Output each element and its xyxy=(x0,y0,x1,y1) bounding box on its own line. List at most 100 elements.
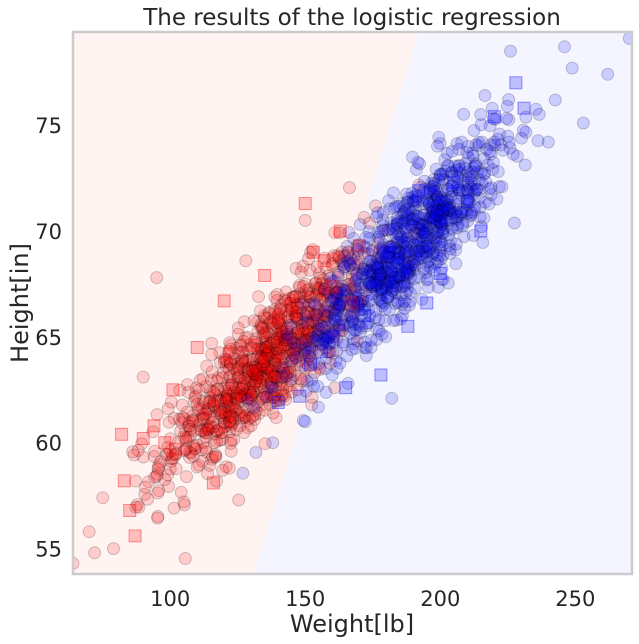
male-point xyxy=(430,224,444,238)
female-point xyxy=(241,421,255,435)
female-point xyxy=(277,331,291,345)
female-point xyxy=(323,345,337,359)
female-point xyxy=(239,353,253,367)
female-point xyxy=(311,282,325,296)
male-point xyxy=(379,330,393,344)
male-point xyxy=(532,107,546,121)
female-point xyxy=(249,368,263,382)
female-point xyxy=(332,250,346,264)
female-point xyxy=(322,329,336,343)
female-point xyxy=(171,435,185,449)
male-point xyxy=(433,210,447,224)
female-point xyxy=(303,298,317,312)
female-point xyxy=(274,324,288,338)
male-point xyxy=(401,195,415,209)
female-point xyxy=(313,281,327,295)
female-point xyxy=(272,370,285,384)
female-point xyxy=(195,401,209,415)
male-point xyxy=(385,266,399,280)
male-point xyxy=(404,270,418,284)
male-point xyxy=(455,135,469,149)
female-point xyxy=(232,346,245,359)
male-point xyxy=(484,188,498,201)
female-point xyxy=(88,546,102,560)
female-point xyxy=(250,364,264,378)
female-point xyxy=(220,389,234,403)
female-point xyxy=(323,356,337,370)
female-point xyxy=(279,322,293,336)
female-point xyxy=(251,325,265,339)
male-point xyxy=(479,175,493,189)
male-point xyxy=(298,315,311,329)
male-point xyxy=(482,182,496,196)
female-point xyxy=(223,401,237,415)
male-misclassified-point xyxy=(517,101,531,115)
male-point xyxy=(518,158,532,172)
male-point xyxy=(330,361,344,375)
male-point xyxy=(321,317,335,331)
female-point xyxy=(253,362,267,376)
female-point xyxy=(312,343,326,357)
female-point xyxy=(264,316,277,330)
female-point xyxy=(353,296,367,309)
male-point xyxy=(449,237,463,251)
female-point xyxy=(199,441,213,455)
female-point xyxy=(275,298,288,312)
male-point xyxy=(432,130,446,144)
female-point xyxy=(249,332,263,346)
female-point xyxy=(303,327,317,341)
male-point xyxy=(280,327,294,341)
female-point xyxy=(221,387,235,401)
female-point xyxy=(295,312,309,326)
male-point xyxy=(405,213,418,227)
male-point xyxy=(371,275,384,289)
female-point xyxy=(371,236,385,250)
female-point xyxy=(135,437,149,451)
male-point xyxy=(478,166,492,180)
male-point xyxy=(449,243,463,257)
female-misclassified-point xyxy=(271,311,285,325)
female-point xyxy=(194,443,208,457)
male-point xyxy=(350,296,364,310)
female-point xyxy=(186,409,200,422)
x-axis-label: Weight[lb] xyxy=(290,610,414,638)
female-misclassified-point xyxy=(115,427,129,441)
male-point xyxy=(392,270,406,284)
female-point xyxy=(301,310,315,324)
female-point xyxy=(257,368,271,382)
female-point xyxy=(289,261,303,275)
female-point xyxy=(284,355,298,369)
female-point xyxy=(227,385,241,399)
female-point xyxy=(267,390,281,404)
male-point xyxy=(429,207,443,220)
female-point xyxy=(260,361,274,375)
female-point xyxy=(335,245,349,259)
male-point xyxy=(328,307,342,321)
male-point xyxy=(319,320,333,334)
male-point xyxy=(381,276,395,290)
male-point xyxy=(434,167,447,181)
female-point xyxy=(267,368,281,382)
male-point xyxy=(430,190,444,204)
male-point xyxy=(423,254,437,268)
female-point xyxy=(299,333,313,347)
female-point xyxy=(247,364,261,378)
female-point xyxy=(223,370,237,384)
female-point xyxy=(193,373,207,387)
male-point xyxy=(383,269,397,282)
data-points xyxy=(73,32,632,570)
male-point xyxy=(379,256,393,270)
female-point xyxy=(222,345,236,358)
male-point xyxy=(333,299,347,312)
female-point xyxy=(317,321,331,335)
male-point xyxy=(363,232,376,245)
female-point xyxy=(317,314,331,328)
male-point xyxy=(408,259,422,273)
male-point xyxy=(399,244,413,258)
male-misclassified-point xyxy=(293,389,307,403)
female-point xyxy=(318,304,332,318)
female-point xyxy=(201,422,215,436)
male-point xyxy=(436,223,450,236)
male-point xyxy=(565,61,579,75)
